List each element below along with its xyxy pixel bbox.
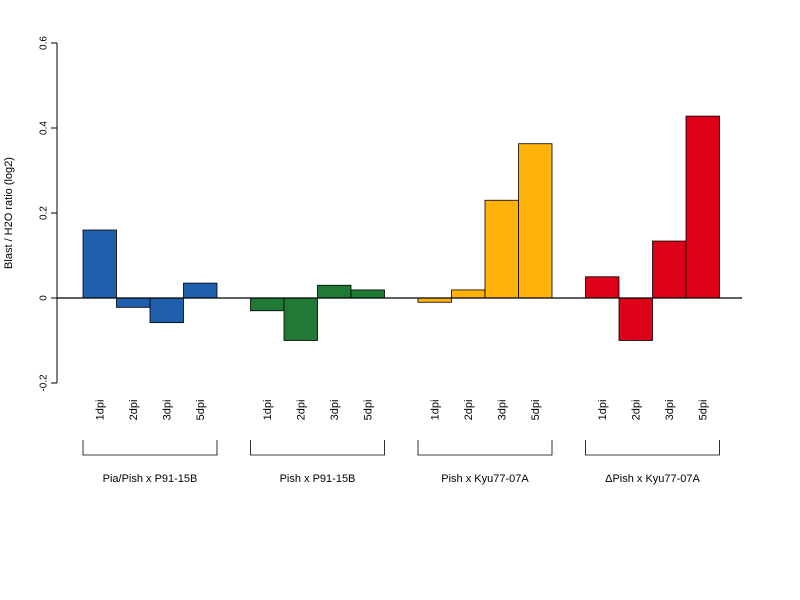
bar: [451, 289, 486, 299]
group-label: ΔPish x Kyu77-07A: [605, 473, 700, 485]
bar: [685, 115, 720, 299]
category-label: 5dpi: [195, 400, 207, 421]
y-tick-label: 0: [39, 295, 50, 301]
category-labels: 1dpi 2dpi 3dpi 5dpi 1dpi 2dpi 3dpi 5dpi 1dpi 2dpi…: [95, 400, 710, 421]
group-label: Pia/Pish x P91-15B: [103, 473, 198, 485]
group-label: Pish x P91-15B: [280, 473, 356, 485]
bar: [82, 229, 117, 299]
y-tick-label: -0.2: [39, 374, 50, 392]
bar: [183, 282, 218, 299]
category-label: 3dpi: [329, 400, 341, 421]
bar: [518, 143, 553, 299]
bar: [618, 297, 653, 341]
group-label: Pish x Kyu77-07A: [441, 473, 529, 485]
category-label: 2dpi: [296, 400, 308, 421]
bar: [317, 284, 352, 299]
group-bracket: [82, 440, 218, 456]
category-label: 3dpi: [162, 400, 174, 421]
bar: [149, 297, 184, 324]
bar: [350, 289, 385, 299]
group-bracket: [417, 440, 553, 456]
category-label: 2dpi: [463, 400, 475, 421]
category-label: 2dpi: [631, 400, 643, 421]
bar: [417, 297, 452, 303]
category-label: 1dpi: [262, 400, 274, 421]
y-tick-label: 0.2: [39, 206, 50, 220]
category-label: 2dpi: [128, 400, 140, 421]
y-tick-label: 0.4: [39, 121, 50, 135]
category-label: 3dpi: [664, 400, 676, 421]
category-label: 1dpi: [430, 400, 442, 421]
bar: [652, 240, 687, 299]
category-label: 5dpi: [363, 400, 375, 421]
bars: [82, 115, 720, 341]
category-label: 1dpi: [597, 400, 609, 421]
group-bracket: [250, 440, 385, 456]
y-axis: -0.2 0 0.2 0.4 0.6: [39, 36, 58, 392]
bar: [250, 297, 285, 312]
bar: [116, 297, 151, 308]
y-axis-title: Blast / H2O ratio (log2): [3, 157, 15, 269]
bar: [585, 276, 620, 299]
category-label: 5dpi: [530, 400, 542, 421]
group-brackets: Pia/Pish x P91-15B Pish x P91-15B Pish x K…: [82, 440, 720, 485]
category-label: 1dpi: [95, 400, 107, 421]
bar: [283, 297, 318, 341]
group-bracket: [585, 440, 720, 456]
y-tick-label: 0.6: [39, 36, 50, 50]
bar: [484, 199, 519, 299]
category-label: 3dpi: [497, 400, 509, 421]
category-label: 5dpi: [698, 400, 710, 421]
